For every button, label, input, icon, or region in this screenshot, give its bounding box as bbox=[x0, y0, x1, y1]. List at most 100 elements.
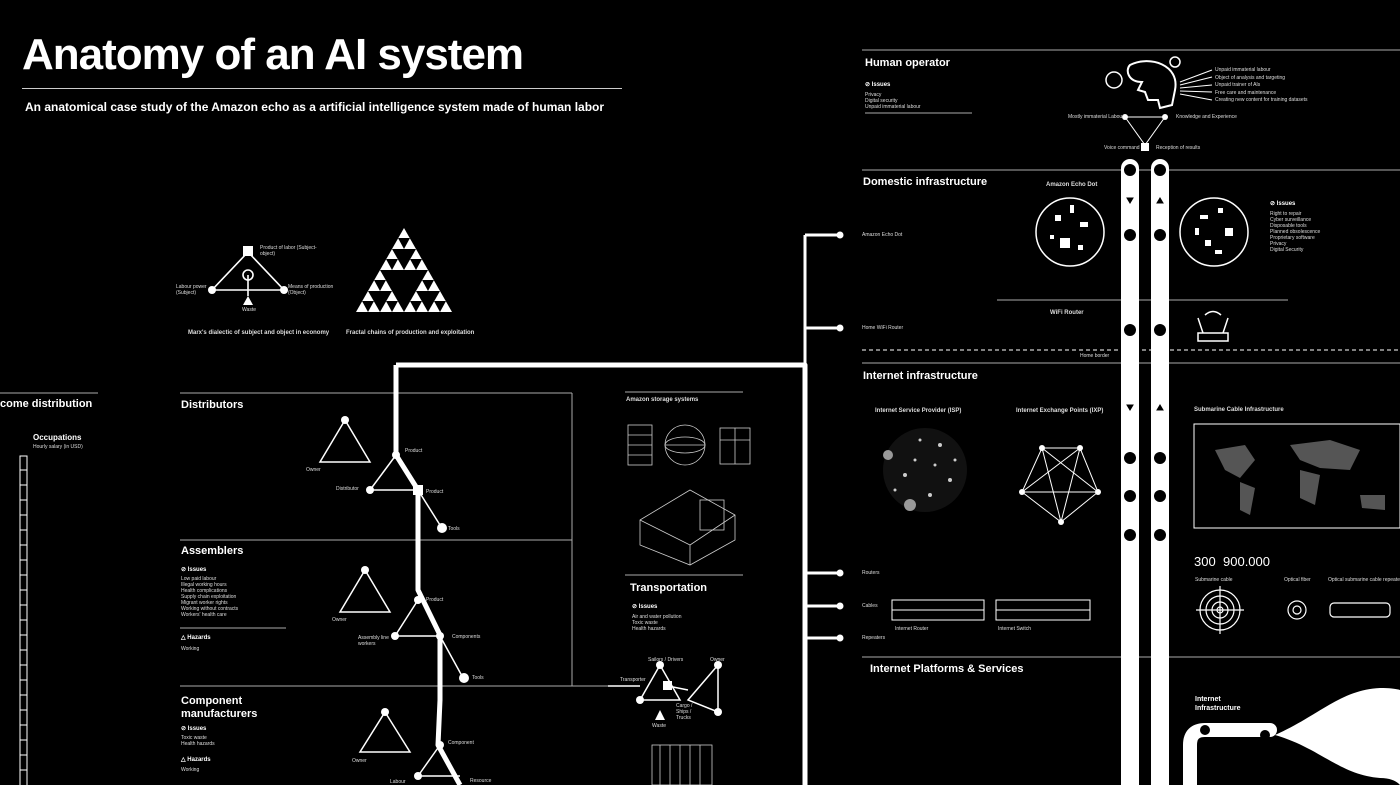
platform-infra-1: Internet bbox=[1195, 696, 1221, 703]
marx-caption: Marx's dialectic of subject and object i… bbox=[188, 330, 330, 336]
trunk-branches bbox=[803, 233, 840, 640]
assemblers-tools: Tools bbox=[472, 675, 484, 681]
transport-transporter: Transporter bbox=[620, 677, 646, 683]
world-map-shapes bbox=[1215, 440, 1385, 515]
transport-sailors: Sailors / Drivers bbox=[648, 657, 684, 663]
component-triangle bbox=[358, 710, 460, 777]
domestic-title: Domestic infrastructure bbox=[863, 176, 988, 188]
optical-fiber-label: Optical fiber bbox=[1284, 577, 1311, 583]
human-labour-list: Unpaid immaterial labour Object of analys… bbox=[1215, 67, 1308, 103]
network-hardware bbox=[891, 599, 1091, 621]
platforms-title: Internet Platforms & Services bbox=[870, 663, 1024, 675]
assemblers-components: Components bbox=[452, 634, 481, 640]
human-knowledge: Knowledge and Experience bbox=[1176, 114, 1237, 120]
marx-waste-label: Waste bbox=[242, 307, 256, 313]
storage-sketches bbox=[627, 424, 751, 785]
wifi-router-title: WiFi Router bbox=[1050, 310, 1084, 316]
assemblers-issues: Low paid labour Illegal working hours Heal… bbox=[181, 576, 239, 618]
internet-router-label: Internet Router bbox=[895, 626, 929, 632]
human-reception: Reception of results bbox=[1156, 145, 1201, 151]
marx-labour-label: Labour power (Subject) bbox=[176, 284, 207, 296]
component-title-2: manufacturers bbox=[181, 708, 258, 720]
marx-labour-node bbox=[208, 286, 216, 294]
ixp-pentagon bbox=[1021, 447, 1099, 523]
marx-triangle bbox=[210, 250, 286, 296]
page-subtitle: An anatomical case study of the Amazon e… bbox=[25, 100, 605, 114]
income-scale bbox=[19, 455, 28, 785]
transport-issues: Air and water pollution Toxic waste Health… bbox=[632, 614, 682, 632]
wifi-router bbox=[1197, 310, 1229, 342]
num-300: 300 bbox=[1194, 554, 1216, 569]
transport-owner: Owner bbox=[710, 657, 725, 663]
distributors-tools: Tools bbox=[448, 526, 460, 532]
platform-infra-2: Infrastructure bbox=[1195, 705, 1241, 712]
human-issues-title: ⊘ Issues bbox=[865, 82, 891, 88]
home-border-label: Home border bbox=[1080, 353, 1110, 359]
storage-title: Amazon storage systems bbox=[626, 397, 699, 403]
component-resource: Resource bbox=[470, 778, 492, 784]
platform-shape bbox=[1275, 688, 1400, 785]
assemblers-product: Product bbox=[426, 597, 444, 603]
transport-waste: Waste bbox=[652, 723, 666, 729]
internet-title: Internet infrastructure bbox=[863, 370, 978, 382]
component-hazards-sub: Working bbox=[181, 767, 200, 773]
component-labour: Labour bbox=[390, 779, 406, 785]
internet-switch-label: Internet Switch bbox=[998, 626, 1032, 632]
domestic-issues: Right to repair Cyber surveillance Disposa… bbox=[1270, 211, 1321, 253]
distributors-triangle bbox=[318, 418, 441, 526]
occupations-sub: Hourly salary (in USD) bbox=[33, 444, 83, 450]
component-issues: Toxic waste Health hazards bbox=[181, 735, 215, 747]
repeaters-branch-label: Repeaters bbox=[862, 635, 886, 641]
submarine-cable-label: Submarine cable bbox=[1195, 577, 1233, 583]
num-900000: 900.000 bbox=[1223, 554, 1270, 569]
human-head bbox=[1126, 60, 1177, 110]
component-title-1: Component bbox=[181, 695, 243, 707]
echo-branch-label: Amazon Echo Dot bbox=[862, 232, 903, 238]
marx-product-node bbox=[243, 246, 253, 256]
human-operator-title: Human operator bbox=[865, 57, 950, 69]
component-owner: Owner bbox=[352, 758, 367, 764]
marx-means-label: Means of production (Object) bbox=[288, 284, 334, 296]
distributors-owner: Owner bbox=[306, 467, 321, 473]
income-title: come distribution bbox=[0, 398, 93, 410]
component-component: Component bbox=[448, 740, 474, 746]
cables-branch-label: Cables bbox=[862, 603, 878, 609]
assemblers-title: Assemblers bbox=[181, 545, 244, 557]
optical-repeater-label: Optical submarine cable repeater bbox=[1328, 577, 1400, 583]
assemblers-triangle bbox=[338, 568, 463, 677]
data-pipes bbox=[1121, 159, 1169, 785]
domestic-issues-title: ⊘ Issues bbox=[1270, 201, 1296, 207]
assemblers-hazards-sub: Working bbox=[181, 646, 200, 652]
assemblers-issues-title: ⊘ Issues bbox=[181, 567, 207, 573]
distributors-distributor: Distributor bbox=[336, 486, 359, 492]
cable-section bbox=[1196, 586, 1391, 634]
isp-cloud bbox=[883, 428, 967, 512]
fractal-caption: Fractal chains of production and exploit… bbox=[346, 330, 475, 336]
component-issues-title: ⊘ Issues bbox=[181, 726, 207, 732]
distributors-product-2: Product bbox=[426, 489, 444, 495]
human-voice: Voice command bbox=[1104, 145, 1140, 151]
router-branch-label: Home WiFi Router bbox=[862, 325, 904, 331]
assemblers-hazards-title: △ Hazards bbox=[181, 635, 211, 641]
echo-dot-title: Amazon Echo Dot bbox=[1046, 182, 1098, 188]
human-issues: Privacy Digital security Unpaid immaterial… bbox=[865, 92, 921, 110]
distributors-title: Distributors bbox=[181, 399, 244, 411]
isp-title: Internet Service Provider (ISP) bbox=[875, 408, 962, 414]
marx-means-node bbox=[280, 286, 288, 294]
world-map-frame bbox=[1193, 423, 1400, 529]
component-hazards-title: △ Hazards bbox=[181, 757, 211, 763]
transport-issues-title: ⊘ Issues bbox=[632, 604, 658, 610]
title-rule bbox=[22, 88, 622, 89]
ixp-title: Internet Exchange Points (IXP) bbox=[1016, 408, 1104, 414]
assemblers-owner: Owner bbox=[332, 617, 347, 623]
human-mostly: Mostly immaterial Labour bbox=[1068, 114, 1124, 120]
assemblers-assembly: Assembly line workers bbox=[358, 635, 389, 647]
distributors-product-1: Product bbox=[405, 448, 423, 454]
routers-branch-label: Routers bbox=[862, 570, 880, 576]
marx-waste-node bbox=[243, 296, 253, 305]
occupations-label: Occupations bbox=[33, 433, 82, 442]
marx-product-label: Product of labor (Subject-object) bbox=[260, 245, 317, 257]
transport-cargo: Cargo / Ships / Trucks bbox=[676, 703, 693, 721]
transport-title: Transportation bbox=[630, 582, 708, 594]
